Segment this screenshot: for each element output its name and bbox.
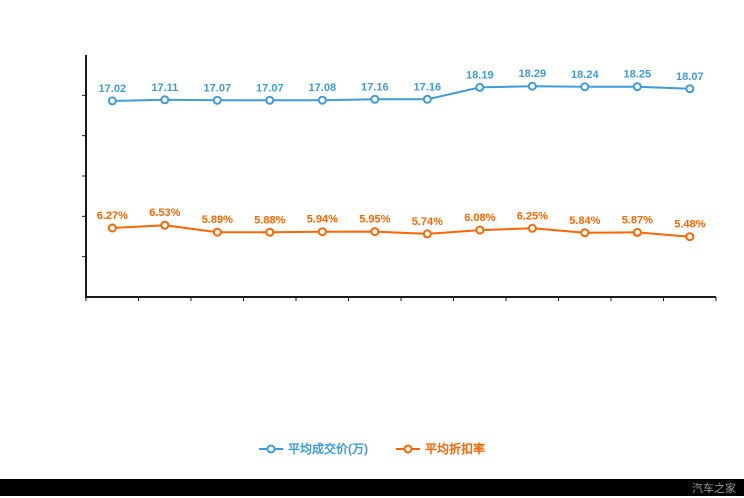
data-point[interactable] <box>370 227 380 237</box>
watermark-text: 汽车之家 <box>692 483 736 495</box>
data-point[interactable] <box>580 228 590 238</box>
data-point[interactable] <box>160 95 170 105</box>
data-point[interactable] <box>527 223 537 233</box>
data-label: 18.24 <box>571 69 599 81</box>
data-label: 5.88% <box>254 214 285 226</box>
data-point[interactable] <box>580 82 590 92</box>
data-label: 6.25% <box>517 210 548 222</box>
data-point[interactable] <box>107 223 117 233</box>
legend-label-avg-discount: 平均折扣率 <box>424 442 485 456</box>
line-chart: 17.02 17.11 17.07 17.07 17.08 17.16 17.16 18.19… <box>82 55 717 301</box>
data-point[interactable] <box>265 227 275 237</box>
data-label: 18.07 <box>676 71 704 83</box>
data-label: 5.74% <box>412 216 443 228</box>
legend-item-avg-price[interactable]: 平均成交价(万) <box>258 440 368 457</box>
series-line-0 <box>111 85 691 102</box>
data-label: 5.87% <box>622 214 653 226</box>
data-label: 18.25 <box>624 69 652 81</box>
data-point[interactable] <box>212 95 222 105</box>
data-point[interactable] <box>685 232 695 242</box>
data-label: 17.08 <box>309 82 337 94</box>
data-point[interactable] <box>317 227 327 237</box>
legend-label-avg-price: 平均成交价(万) <box>287 442 368 456</box>
data-label: 6.08% <box>464 212 495 224</box>
series-line-1 <box>111 224 691 238</box>
data-point[interactable] <box>422 94 432 104</box>
data-label: 5.95% <box>359 214 390 226</box>
data-point[interactable] <box>527 81 537 91</box>
data-label: 5.94% <box>307 214 338 226</box>
data-label: 17.16 <box>361 81 389 93</box>
data-point[interactable] <box>475 82 485 92</box>
data-point[interactable] <box>422 229 432 239</box>
watermark-bar: 汽车之家 <box>0 479 744 496</box>
data-point[interactable] <box>632 82 642 92</box>
data-point[interactable] <box>212 227 222 237</box>
legend-marker-avg-price-icon <box>258 444 283 453</box>
data-point[interactable] <box>265 95 275 105</box>
data-label: 18.19 <box>466 69 494 81</box>
data-label: 5.84% <box>569 215 600 227</box>
data-point[interactable] <box>475 225 485 235</box>
data-label: 18.29 <box>519 68 547 80</box>
data-point[interactable] <box>370 94 380 104</box>
data-label: 5.89% <box>202 214 233 226</box>
chart-legend: 平均成交价(万) 平均折扣率 <box>0 440 744 457</box>
data-label: 17.02 <box>99 83 127 95</box>
data-point[interactable] <box>107 96 117 106</box>
data-point[interactable] <box>160 220 170 230</box>
data-label: 17.11 <box>151 82 178 94</box>
data-label: 17.07 <box>256 82 284 94</box>
data-label: 17.07 <box>204 82 232 94</box>
data-label: 17.16 <box>414 81 442 93</box>
data-label: 6.53% <box>149 207 180 219</box>
legend-item-avg-discount[interactable]: 平均折扣率 <box>395 440 485 457</box>
data-point[interactable] <box>317 95 327 105</box>
data-point[interactable] <box>685 84 695 94</box>
data-point[interactable] <box>632 227 642 237</box>
data-label: 6.27% <box>97 210 128 222</box>
legend-marker-avg-discount-icon <box>395 444 420 453</box>
data-label: 5.48% <box>674 219 705 231</box>
